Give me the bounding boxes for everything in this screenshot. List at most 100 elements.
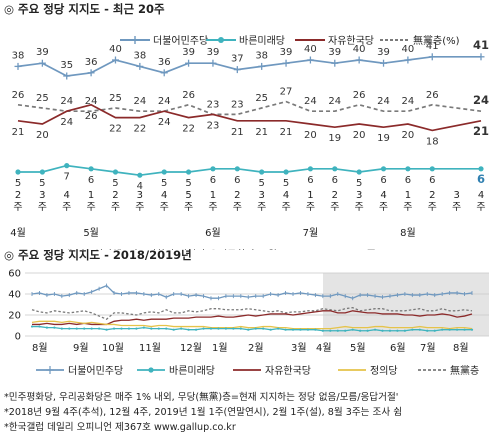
data-label: 7 [64, 172, 70, 183]
series-4: 5 5 7 6 5 4 5 5 6 6 5 5 6 6 5 6 6 6 6 [15, 163, 485, 192]
x-tick-label: 주 [476, 202, 485, 213]
data-label: 22 [133, 124, 146, 135]
data-label: 24 [60, 96, 73, 107]
data-point [88, 166, 94, 172]
data-label: 39 [377, 47, 390, 58]
data-label: 24 [158, 96, 171, 107]
data-label: 6 [332, 175, 338, 186]
data-label: 37 [231, 54, 244, 65]
data-point [234, 166, 240, 172]
x-tick-label: 8월 [453, 342, 469, 354]
y-tick-label: 40 [8, 290, 21, 301]
data-point [463, 328, 466, 331]
x-tick-label: 11월 [139, 342, 161, 354]
data-label: 5 [283, 178, 289, 189]
x-tick-label: 2 [332, 190, 338, 201]
data-point [53, 326, 56, 329]
data-label: 4 [137, 181, 143, 192]
legend-label: 정의당 [370, 365, 398, 377]
x-tick-label: 2 [429, 190, 435, 201]
x-tick-label: 주 [355, 202, 364, 213]
legend-label: 바른미래당 [239, 35, 285, 47]
data-point [239, 327, 242, 330]
data-point [470, 328, 474, 331]
data-point [185, 169, 192, 175]
data-label: 24 [473, 93, 489, 107]
x-tick-label: 3 [453, 190, 459, 201]
data-label: 6 [210, 175, 216, 186]
legend-item-1: 더불어민주당 [120, 35, 208, 47]
chart1-plot: 38 39 35 36 40 38 36 39 39 37 38 39 40 39 40 39 40 41 41 26… [12, 38, 489, 192]
data-point [98, 327, 101, 330]
data-point [112, 169, 119, 175]
y-tick-label: 20 [8, 311, 21, 322]
data-label: 6 [429, 175, 435, 186]
series2-5 [30, 325, 474, 332]
recent-20-week-chart: ◎ 주요 정당 지지도 - 최근 20주 더불어민주당 바른미래당 자유한국당 無黨층… [4, 2, 489, 250]
series2-1 [31, 283, 473, 301]
data-point [403, 329, 406, 332]
data-point [75, 327, 78, 330]
data-point [194, 328, 198, 331]
data-label: 24 [60, 117, 73, 128]
chart1-title: ◎ 주요 정당 지지도 - 최근 20주 [4, 2, 165, 16]
data-label: 26 [12, 90, 25, 101]
y-tick-label: 0 [15, 332, 21, 343]
data-label: 6 [405, 175, 411, 186]
x-tick-label: 2 [15, 190, 21, 201]
data-label: 24 [85, 96, 98, 107]
data-point [64, 163, 70, 169]
data-label: 41 [473, 38, 489, 52]
data-point [165, 327, 168, 330]
data-label: 22 [182, 124, 195, 135]
data-point [39, 169, 45, 175]
data-label: 6 [234, 175, 240, 186]
x-tick-label: 주 [208, 202, 217, 213]
data-point [112, 327, 116, 330]
legend-label: 더불어민주당 [68, 365, 123, 377]
data-label: 5 [161, 178, 167, 189]
data-label: 25 [109, 93, 122, 104]
month-label: 4월 [10, 227, 26, 239]
data-label: 39 [280, 47, 293, 58]
highlight-region [323, 273, 489, 336]
data-point [83, 327, 86, 330]
data-label: 26 [426, 90, 439, 101]
data-point [396, 329, 399, 332]
x-tick-label: 주 [281, 202, 290, 213]
legend-label: 無黨층 [450, 364, 479, 377]
chart2-plot: 0 20 40 60 8월 9월 10월 11월 12월 1월 2월 3월 4월 5월 6월 7월 8월 [8, 269, 489, 354]
data-point [38, 325, 41, 328]
footnote-3: *한국갤럽 데일리 오피니언 제367호 www.gallup.co.kr [4, 422, 236, 433]
data-point [269, 328, 272, 331]
data-point [137, 172, 143, 178]
data-point [441, 328, 444, 331]
data-point [247, 328, 250, 331]
series-1: 38 39 35 36 40 38 36 39 39 37 38 39 40 39 40 39 40 41 41 [12, 38, 489, 80]
data-point [306, 328, 310, 331]
data-point [161, 169, 167, 175]
data-label: 6 [477, 172, 485, 186]
data-point [120, 327, 123, 330]
data-label: 36 [158, 57, 171, 68]
series2-4 [31, 320, 473, 330]
data-label: 39 [207, 47, 220, 58]
legend-label: 바른미래당 [169, 365, 215, 377]
data-point [336, 329, 339, 332]
data-label: 38 [12, 50, 25, 61]
legend-marker [148, 367, 154, 373]
x-tick-label: 1 [88, 190, 94, 201]
x-tick-label: 주 [379, 202, 388, 213]
x-tick-label: 1 [307, 190, 313, 201]
data-point [314, 328, 317, 331]
x-tick-label: 5월 [350, 342, 366, 354]
x-tick-label: 10월 [102, 342, 124, 354]
legend-label: 더불어민주당 [153, 35, 208, 47]
data-label: 6 [307, 175, 313, 186]
data-label: 5 [356, 178, 362, 189]
x-tick-label: 2월 [248, 342, 264, 354]
month-label: 7월 [303, 227, 319, 239]
data-label: 5 [112, 178, 118, 189]
data-point [68, 327, 71, 330]
